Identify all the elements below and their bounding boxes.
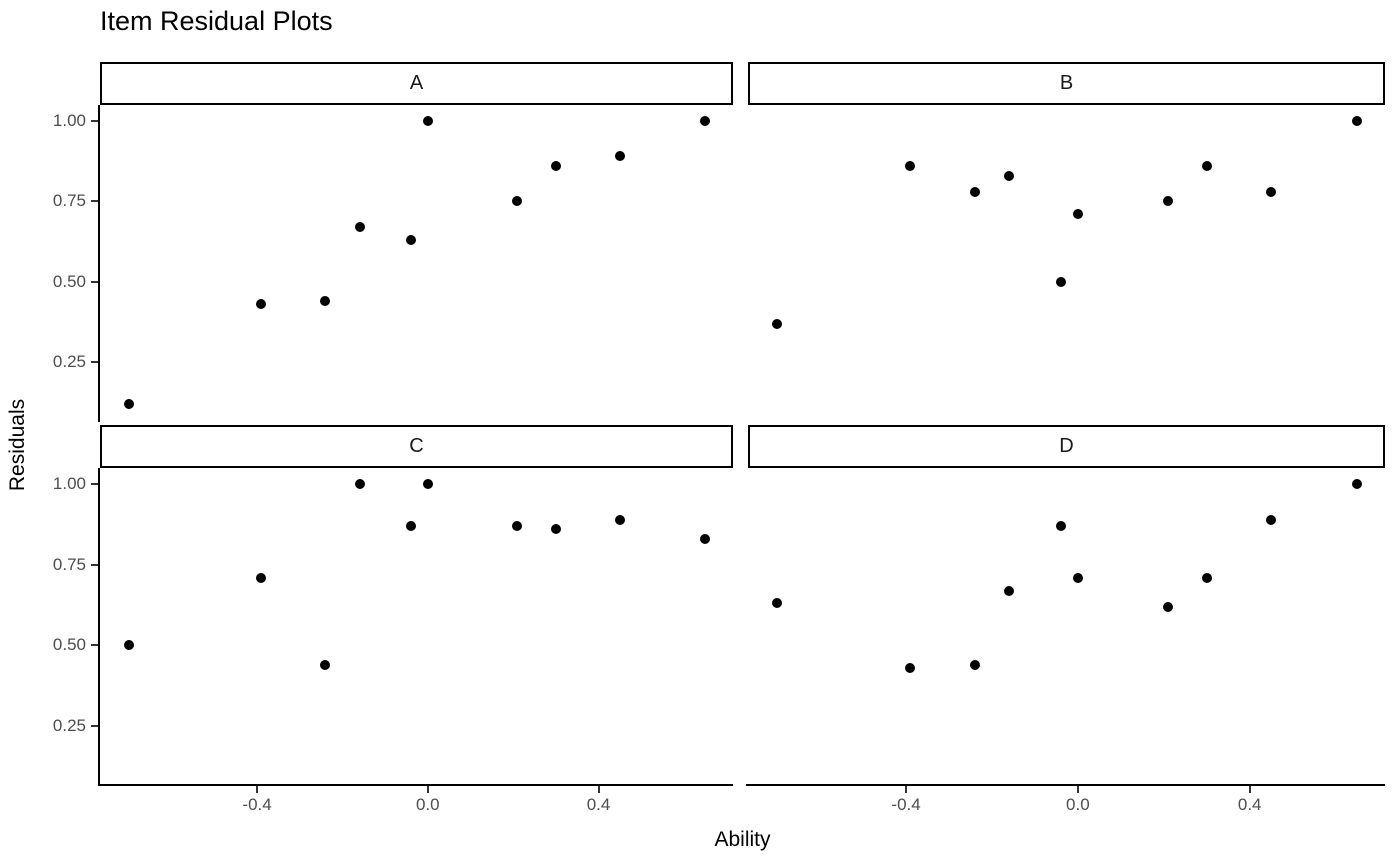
data-point bbox=[1266, 514, 1277, 525]
data-point bbox=[1072, 572, 1083, 583]
y-tick-mark bbox=[91, 644, 98, 647]
x-tick-label: -0.4 bbox=[891, 795, 921, 814]
data-point bbox=[1201, 572, 1212, 583]
data-point bbox=[1163, 601, 1174, 612]
y-tick-label: 0.75 bbox=[52, 191, 86, 211]
facet-panel-B bbox=[748, 105, 1385, 420]
y-axis-line bbox=[98, 105, 100, 422]
data-point bbox=[256, 572, 267, 583]
y-tick-label: 1.00 bbox=[52, 474, 86, 494]
data-point bbox=[405, 235, 416, 245]
y-tick-mark bbox=[91, 563, 98, 566]
chart-title: Item Residual Plots bbox=[100, 6, 333, 36]
facet-panel-C bbox=[100, 468, 733, 784]
data-point bbox=[124, 398, 135, 409]
y-axis-title: Residuals bbox=[6, 398, 29, 492]
y-tick-mark bbox=[91, 200, 98, 203]
data-point bbox=[354, 222, 365, 233]
data-point bbox=[969, 659, 980, 670]
data-point bbox=[320, 659, 331, 670]
data-point bbox=[354, 479, 365, 490]
data-point bbox=[614, 151, 625, 162]
data-point bbox=[405, 521, 416, 532]
data-point bbox=[772, 598, 783, 609]
x-axis-line bbox=[98, 784, 733, 786]
y-axis-line bbox=[98, 468, 100, 786]
x-axis-title: Ability bbox=[714, 828, 771, 851]
x-tick-label: -0.4 bbox=[242, 795, 272, 814]
data-point bbox=[700, 533, 711, 544]
data-point bbox=[550, 161, 561, 172]
facet-strip-C: C bbox=[100, 425, 733, 468]
x-tick-mark bbox=[1076, 786, 1079, 793]
x-tick-label: 0.4 bbox=[586, 795, 611, 814]
x-tick-label: 0.0 bbox=[1066, 795, 1090, 814]
data-point bbox=[1055, 276, 1066, 287]
x-tick-label: 0.0 bbox=[415, 795, 440, 814]
x-tick-label: 0.4 bbox=[1237, 795, 1262, 814]
data-point bbox=[905, 662, 916, 673]
facet-strip-A: A bbox=[100, 62, 733, 105]
x-tick-mark bbox=[1248, 786, 1251, 793]
data-point bbox=[512, 521, 523, 532]
data-point bbox=[320, 296, 331, 307]
data-point bbox=[422, 116, 433, 127]
y-tick-label: 0.50 bbox=[52, 635, 86, 655]
data-point bbox=[1201, 161, 1212, 172]
y-tick-mark bbox=[91, 724, 98, 727]
data-point bbox=[1072, 209, 1083, 220]
x-tick-mark bbox=[256, 786, 259, 793]
x-tick-mark bbox=[905, 786, 908, 793]
data-point bbox=[1163, 196, 1174, 207]
y-tick-label: 0.25 bbox=[52, 715, 86, 735]
data-point bbox=[422, 479, 433, 490]
data-point bbox=[1352, 116, 1363, 127]
data-point bbox=[614, 514, 625, 525]
facet-panel-A bbox=[100, 105, 733, 420]
data-point bbox=[1266, 186, 1277, 197]
data-point bbox=[1055, 521, 1066, 532]
data-point bbox=[700, 116, 711, 127]
data-point bbox=[512, 196, 523, 207]
facet-panel-D bbox=[748, 468, 1385, 784]
data-point bbox=[1004, 170, 1015, 181]
facet-strip-D: D bbox=[748, 425, 1385, 468]
x-tick-mark bbox=[597, 786, 600, 793]
y-tick-mark bbox=[91, 361, 98, 364]
facet-strip-B: B bbox=[748, 62, 1385, 105]
y-tick-mark bbox=[91, 483, 98, 486]
data-point bbox=[969, 186, 980, 197]
y-tick-label: 0.50 bbox=[52, 271, 86, 291]
data-point bbox=[256, 299, 267, 310]
data-point bbox=[1352, 479, 1363, 490]
data-point bbox=[1004, 585, 1015, 596]
y-tick-label: 1.00 bbox=[52, 111, 86, 131]
data-point bbox=[124, 640, 135, 651]
y-tick-mark bbox=[91, 120, 98, 123]
y-tick-mark bbox=[91, 280, 98, 283]
data-point bbox=[550, 524, 561, 535]
x-axis-line bbox=[746, 784, 1385, 786]
data-point bbox=[905, 161, 916, 172]
y-tick-label: 0.75 bbox=[52, 554, 86, 574]
data-point bbox=[772, 318, 783, 329]
y-tick-label: 0.25 bbox=[52, 352, 86, 372]
x-tick-mark bbox=[426, 786, 429, 793]
